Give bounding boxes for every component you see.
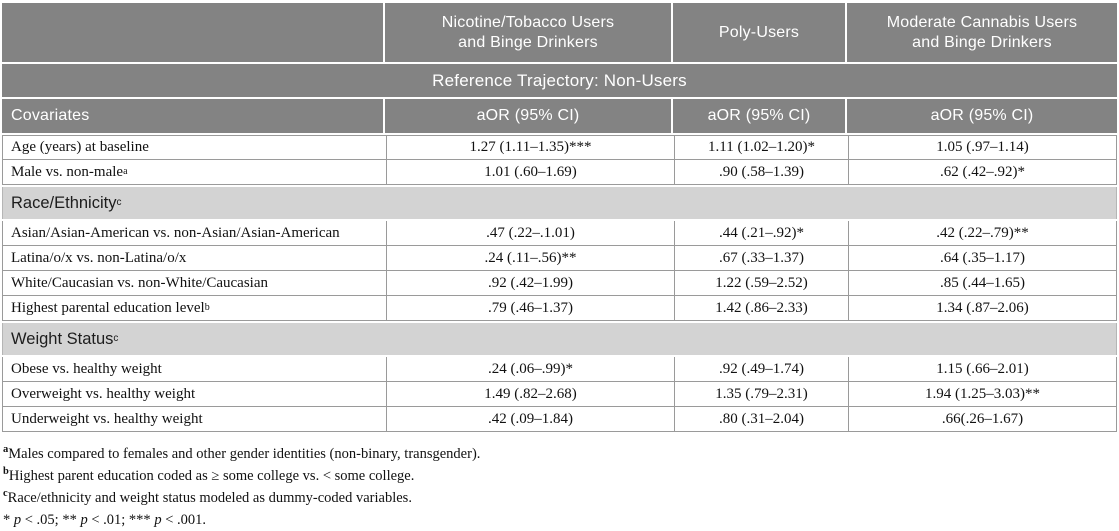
aor-value-cell: .66(.26–1.67) (848, 407, 1116, 431)
aor-value-cell: 1.42 (.86–2.33) (674, 296, 848, 320)
aor-value-cell: 1.01 (.60–1.69) (386, 160, 674, 184)
aor-value-cell: 1.15 (.66–2.01) (848, 357, 1116, 381)
header-group-line: and Binge Drinkers (912, 33, 1052, 51)
covariate-label: Male vs. non-male (11, 163, 124, 180)
p-symbol: p (154, 512, 162, 528)
footnote-superscript: a (3, 444, 9, 456)
section-label: Weight Status (11, 329, 114, 348)
covariate-label-cell: Obese vs. healthy weight (3, 357, 386, 381)
aor-value-cell: 1.94 (1.25–3.03)** (848, 382, 1116, 406)
table-header-groups: Nicotine/Tobacco Users and Binge Drinker… (2, 3, 1117, 62)
footnotes: aMales compared to females and other gen… (3, 443, 1117, 531)
covariate-label-cell: Latina/o/x vs. non-Latina/o/x (3, 246, 386, 270)
table-row: White/Caucasian vs. non-White/Caucasian … (2, 271, 1117, 296)
section-row: Weight Status c (2, 323, 1117, 355)
aor-value-cell: 1.22 (.59–2.52) (674, 271, 848, 295)
aor-value-cell: 1.49 (.82–2.68) (386, 382, 674, 406)
table-row: Highest parental education level b .79 (.… (2, 296, 1117, 321)
significance-segment: < .01; *** (87, 512, 155, 528)
footnote-b: bHighest parent education coded as ≥ som… (3, 465, 1117, 487)
table-row: Asian/Asian-American vs. non-Asian/Asian… (2, 221, 1117, 246)
header-group-line: Nicotine/Tobacco Users (441, 13, 615, 31)
aor-value-cell: .80 (.31–2.04) (674, 407, 848, 431)
aor-value-cell: 1.35 (.79–2.31) (674, 382, 848, 406)
aor-value-cell: 1.05 (.97–1.14) (848, 136, 1116, 159)
aor-value-cell: .24 (.11–.56)** (386, 246, 674, 270)
header-corner-cell (2, 3, 383, 62)
aor-header-cell: aOR (95% CI) (847, 99, 1117, 133)
covariate-label-cell: Age (years) at baseline (3, 136, 386, 159)
header-group-nicotine: Nicotine/Tobacco Users and Binge Drinker… (385, 3, 671, 62)
table-row: Underweight vs. healthy weight .42 (.09–… (2, 407, 1117, 432)
p-symbol: p (80, 512, 88, 528)
aor-value-cell: .85 (.44–1.65) (848, 271, 1116, 295)
aor-value-cell: .79 (.46–1.37) (386, 296, 674, 320)
header-group-cannabis: Moderate Cannabis Users and Binge Drinke… (847, 3, 1117, 62)
aor-value-cell: .92 (.49–1.74) (674, 357, 848, 381)
footnote-a: aMales compared to females and other gen… (3, 443, 1117, 465)
section-label: Race/Ethnicity (11, 193, 117, 212)
aor-value-cell: .24 (.06–.99)* (386, 357, 674, 381)
covariate-label-cell: Asian/Asian-American vs. non-Asian/Asian… (3, 221, 386, 245)
aor-value-cell: .47 (.22–.1.01) (386, 221, 674, 245)
aor-value-cell: .62 (.42–.92)* (848, 160, 1116, 184)
significance-segment: < .05; ** (21, 512, 81, 528)
table-row: Age (years) at baseline 1.27 (1.11–1.35)… (2, 135, 1117, 160)
footnote-superscript: c (3, 488, 8, 500)
aor-value-cell: 1.11 (1.02–1.20)* (674, 136, 848, 159)
header-group-line: Poly-Users (718, 23, 800, 41)
table-row: Male vs. non-male a 1.01 (.60–1.69) .90 (… (2, 160, 1117, 185)
covariate-label: Age (years) at baseline (11, 139, 149, 155)
table-row: Overweight vs. healthy weight 1.49 (.82–… (2, 382, 1117, 407)
footnote-text: Race/ethnicity and weight status modeled… (7, 490, 412, 506)
covariates-header-cell: Covariates (2, 99, 383, 133)
table-header-aor: Covariates aOR (95% CI) aOR (95% CI) aOR… (2, 99, 1117, 133)
significance-note: * p < .05; ** p < .01; *** p < .001. (3, 509, 1117, 531)
aor-value-cell: .90 (.58–1.39) (674, 160, 848, 184)
covariate-label-cell: Underweight vs. healthy weight (3, 407, 386, 431)
table-header-reference: Reference Trajectory: Non-Users (2, 64, 1117, 97)
covariate-label: Overweight vs. healthy weight (11, 385, 196, 402)
section-row: Race/Ethnicity c (2, 187, 1117, 219)
footnote-text: Highest parent education coded as ≥ some… (8, 468, 415, 484)
table-row: Obese vs. healthy weight .24 (.06–.99)* … (2, 357, 1117, 382)
aor-value-cell: 1.34 (.87–2.06) (848, 296, 1116, 320)
aor-value-cell: .44 (.21–.92)* (674, 221, 848, 245)
significance-segment: * (3, 512, 14, 528)
aor-header-cell: aOR (95% CI) (385, 99, 671, 133)
covariate-label-cell: Overweight vs. healthy weight (3, 382, 386, 406)
table-row: Latina/o/x vs. non-Latina/o/x .24 (.11–.… (2, 246, 1117, 271)
aor-value-cell: .92 (.42–1.99) (386, 271, 674, 295)
aor-value-cell: .64 (.35–1.17) (848, 246, 1116, 270)
covariate-label: White/Caucasian vs. non-White/Caucasian (11, 274, 268, 291)
covariate-label-cell: Male vs. non-male a (11, 163, 128, 180)
header-group-poly: Poly-Users (673, 3, 845, 62)
header-group-line: Moderate Cannabis Users (886, 13, 1078, 31)
aor-value-cell: .42 (.09–1.84) (386, 407, 674, 431)
reference-trajectory-cell: Reference Trajectory: Non-Users (2, 64, 1117, 97)
covariate-label: Latina/o/x vs. non-Latina/o/x (11, 249, 187, 266)
footnote-text: Males compared to females and other gend… (8, 446, 481, 462)
covariate-label: Obese vs. healthy weight (11, 360, 162, 377)
footnote-c: cRace/ethnicity and weight status modele… (3, 487, 1117, 509)
aor-value-cell: .42 (.22–.79)** (848, 221, 1116, 245)
aor-header-cell: aOR (95% CI) (673, 99, 845, 133)
covariate-label-cell: Highest parental education level b (11, 299, 210, 316)
covariate-label: Asian/Asian-American vs. non-Asian/Asian… (11, 224, 340, 241)
footnote-superscript: b (3, 466, 9, 478)
covariate-label: Underweight vs. healthy weight (11, 410, 203, 427)
aor-value-cell: 1.27 (1.11–1.35)*** (386, 136, 674, 159)
aor-value-cell: .67 (.33–1.37) (674, 246, 848, 270)
significance-segment: < .001. (161, 512, 206, 528)
table-body: Age (years) at baseline 1.27 (1.11–1.35)… (2, 135, 1117, 432)
header-group-line: and Binge Drinkers (458, 33, 598, 51)
covariate-label: Highest parental education level (11, 299, 205, 316)
covariate-label-cell: White/Caucasian vs. non-White/Caucasian (3, 271, 386, 295)
